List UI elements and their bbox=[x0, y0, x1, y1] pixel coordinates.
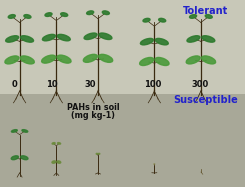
Ellipse shape bbox=[12, 130, 17, 132]
Ellipse shape bbox=[99, 54, 113, 62]
Ellipse shape bbox=[21, 156, 28, 160]
Ellipse shape bbox=[22, 130, 28, 132]
Bar bbox=[0, 94, 245, 187]
Ellipse shape bbox=[202, 56, 216, 64]
Ellipse shape bbox=[57, 34, 70, 41]
Ellipse shape bbox=[5, 56, 19, 64]
Ellipse shape bbox=[205, 15, 212, 18]
Ellipse shape bbox=[202, 36, 215, 42]
Ellipse shape bbox=[155, 57, 169, 65]
Ellipse shape bbox=[186, 56, 200, 64]
Ellipse shape bbox=[143, 18, 150, 22]
Ellipse shape bbox=[24, 15, 31, 18]
Ellipse shape bbox=[187, 36, 200, 42]
Text: 0: 0 bbox=[12, 80, 18, 89]
Ellipse shape bbox=[21, 36, 34, 42]
Text: (mg kg-1): (mg kg-1) bbox=[71, 111, 115, 120]
Ellipse shape bbox=[45, 13, 52, 16]
Ellipse shape bbox=[99, 33, 112, 39]
Ellipse shape bbox=[6, 36, 19, 42]
Ellipse shape bbox=[155, 38, 168, 45]
Ellipse shape bbox=[11, 156, 18, 160]
Ellipse shape bbox=[96, 153, 98, 154]
Ellipse shape bbox=[159, 18, 166, 22]
Ellipse shape bbox=[190, 15, 196, 18]
Ellipse shape bbox=[57, 55, 71, 63]
Ellipse shape bbox=[52, 143, 55, 144]
Text: 10: 10 bbox=[46, 80, 57, 89]
Ellipse shape bbox=[140, 57, 154, 65]
Ellipse shape bbox=[42, 34, 55, 41]
Text: Tolerant: Tolerant bbox=[183, 6, 228, 16]
Ellipse shape bbox=[8, 15, 15, 18]
Ellipse shape bbox=[61, 13, 68, 16]
Text: PAHs in soil: PAHs in soil bbox=[67, 103, 119, 112]
Text: Susceptible: Susceptible bbox=[173, 95, 238, 105]
Bar bbox=[0, 0, 245, 94]
Ellipse shape bbox=[58, 143, 61, 144]
Text: 300: 300 bbox=[191, 80, 208, 89]
Ellipse shape bbox=[52, 161, 56, 163]
Ellipse shape bbox=[140, 38, 153, 45]
Ellipse shape bbox=[42, 55, 56, 63]
Ellipse shape bbox=[57, 161, 61, 163]
Text: 30: 30 bbox=[85, 80, 96, 89]
Ellipse shape bbox=[98, 153, 100, 154]
Ellipse shape bbox=[83, 54, 97, 62]
Ellipse shape bbox=[20, 56, 34, 64]
Ellipse shape bbox=[102, 11, 109, 15]
Ellipse shape bbox=[84, 33, 97, 39]
Ellipse shape bbox=[87, 11, 94, 15]
Text: 100: 100 bbox=[145, 80, 162, 89]
